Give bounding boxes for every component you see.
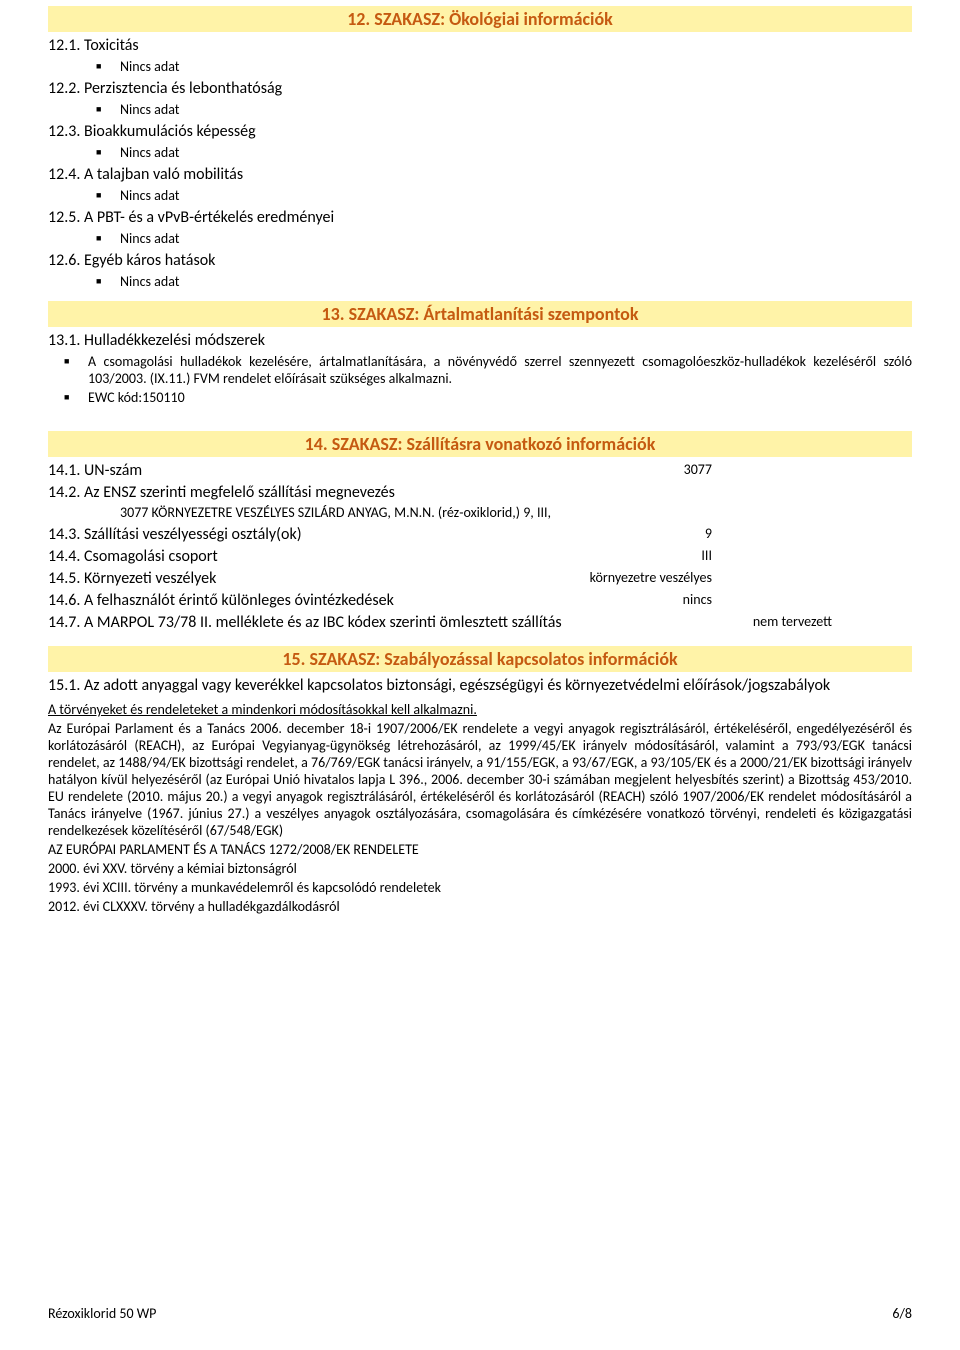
kv-key: 14.7. A MARPOL 73/78 II. melléklete és a…	[48, 613, 562, 632]
section-13-banner: 13. SZAKASZ: Ártalmatlanítási szempontok	[48, 301, 912, 327]
law-line: 2000. évi XXV. törvény a kémiai biztonsá…	[48, 860, 912, 877]
sub-heading: 13.1. Hulladékkezelési módszerek	[48, 331, 912, 350]
list-item: Nincs adat	[120, 57, 912, 76]
sub-heading: 12.6. Egyéb káros hatások	[48, 251, 912, 270]
law-line: 2012. évi CLXXXV. törvény a hulladékgazd…	[48, 898, 912, 915]
section-12-item: 12.4. A talajban való mobilitás Nincs ad…	[48, 165, 912, 205]
kv-value: 3077	[684, 461, 912, 480]
kv-row-class: 14.3. Szállítási veszélyességi osztály(o…	[48, 525, 912, 544]
bullet-list: A csomagolási hulladékok kezelésére, árt…	[48, 352, 912, 407]
law-line: AZ EURÓPAI PARLAMENT ÉS A TANÁCS 1272/20…	[48, 841, 912, 858]
kv-value: 9	[705, 525, 912, 544]
underline-note: A törvényeket és rendeleteket a mindenko…	[48, 701, 912, 718]
body-paragraph: Az Európai Parlament és a Tanács 2006. d…	[48, 720, 912, 839]
shipping-detail: 3077 KÖRNYEZETRE VESZÉLYES SZILÁRD ANYAG…	[48, 504, 912, 521]
kv-key: 14.3. Szállítási veszélyességi osztály(o…	[48, 525, 302, 544]
kv-row-un: 14.1. UN-szám 3077	[48, 461, 912, 480]
section-12-item: 12.3. Bioakkumulációs képesség Nincs ada…	[48, 122, 912, 162]
list-item: Nincs adat	[120, 143, 912, 162]
sub-heading: 15.1. Az adott anyaggal vagy keverékkel …	[48, 676, 912, 695]
kv-value: nem tervezett	[753, 613, 912, 632]
section-12-item: 12.2. Perzisztencia és lebonthatóság Nin…	[48, 79, 912, 119]
list-item: Nincs adat	[120, 100, 912, 119]
footer-page-number: 6/8	[892, 1305, 912, 1322]
list-item: Nincs adat	[120, 229, 912, 248]
bullet-list: Nincs adat	[48, 186, 912, 205]
list-item: Nincs adat	[120, 186, 912, 205]
bullet-list: Nincs adat	[48, 57, 912, 76]
kv-key: 14.6. A felhasználót érintő különleges ó…	[48, 591, 394, 610]
footer-product: Rézoxiklorid 50 WP	[48, 1305, 156, 1322]
sub-heading: 12.2. Perzisztencia és lebonthatóság	[48, 79, 912, 98]
section-12-item: 12.6. Egyéb káros hatások Nincs adat	[48, 251, 912, 291]
bullet-list: Nincs adat	[48, 100, 912, 119]
list-item: EWC kód:150110	[88, 388, 912, 407]
section-12-banner: 12. SZAKASZ: Ökológiai információk	[48, 6, 912, 32]
kv-key: 14.5. Környezeti veszélyek	[48, 569, 216, 588]
kv-value: környezetre veszélyes	[590, 569, 912, 588]
kv-key: 14.4. Csomagolási csoport	[48, 547, 218, 566]
section-12-item: 12.5. A PBT- és a vPvB-értékelés eredmén…	[48, 208, 912, 248]
law-line: 1993. évi XCIII. törvény a munkavédelemr…	[48, 879, 912, 896]
list-item: Nincs adat	[120, 272, 912, 291]
section-14-banner: 14. SZAKASZ: Szállításra vonatkozó infor…	[48, 431, 912, 457]
kv-row-env: 14.5. Környezeti veszélyek környezetre v…	[48, 569, 912, 588]
bullet-list: Nincs adat	[48, 272, 912, 291]
list-item: A csomagolási hulladékok kezelésére, árt…	[88, 352, 912, 388]
kv-value: III	[701, 547, 912, 566]
kv-row-marpol: 14.7. A MARPOL 73/78 II. melléklete és a…	[48, 613, 912, 632]
kv-row-precautions: 14.6. A felhasználót érintő különleges ó…	[48, 591, 912, 610]
sub-heading: 12.5. A PBT- és a vPvB-értékelés eredmén…	[48, 208, 912, 227]
kv-row-packing: 14.4. Csomagolási csoport III	[48, 547, 912, 566]
bullet-list: Nincs adat	[48, 143, 912, 162]
section-12-item: 12.1. Toxicitás Nincs adat	[48, 36, 912, 76]
kv-key: 14.1. UN-szám	[48, 461, 142, 480]
bullet-list: Nincs adat	[48, 229, 912, 248]
sub-heading: 12.3. Bioakkumulációs képesség	[48, 122, 912, 141]
sub-heading: 12.4. A talajban való mobilitás	[48, 165, 912, 184]
page-footer: Rézoxiklorid 50 WP 6/8	[48, 1305, 912, 1322]
sub-heading: 12.1. Toxicitás	[48, 36, 912, 55]
section-15-banner: 15. SZAKASZ: Szabályozással kapcsolatos …	[48, 646, 912, 672]
kv-value: nincs	[683, 591, 912, 610]
sub-heading: 14.2. Az ENSZ szerinti megfelelő szállít…	[48, 483, 912, 502]
